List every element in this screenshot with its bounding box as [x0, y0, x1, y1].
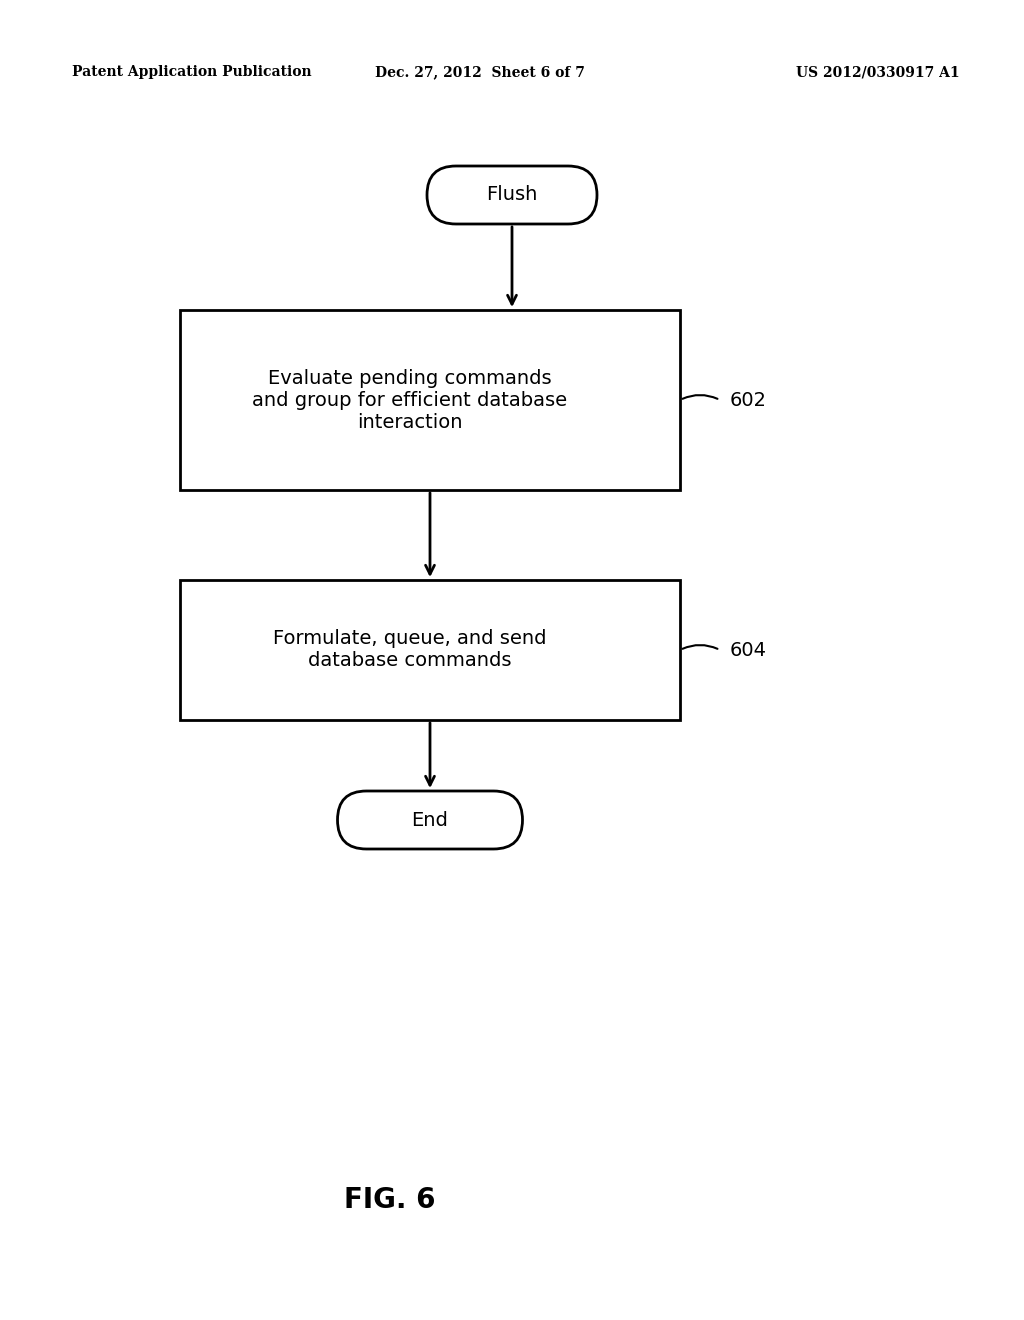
- Bar: [180, 579, 680, 719]
- Text: Patent Application Publication: Patent Application Publication: [72, 65, 311, 79]
- Text: 604: 604: [730, 640, 767, 660]
- Text: Flush: Flush: [486, 186, 538, 205]
- Text: Dec. 27, 2012  Sheet 6 of 7: Dec. 27, 2012 Sheet 6 of 7: [375, 65, 585, 79]
- Text: Evaluate pending commands
and group for efficient database
interaction: Evaluate pending commands and group for …: [253, 368, 567, 432]
- Text: US 2012/0330917 A1: US 2012/0330917 A1: [797, 65, 961, 79]
- Bar: [180, 310, 680, 490]
- Text: Formulate, queue, and send
database commands: Formulate, queue, and send database comm…: [273, 630, 547, 671]
- Text: 602: 602: [730, 391, 767, 409]
- Text: FIG. 6: FIG. 6: [344, 1185, 436, 1214]
- FancyBboxPatch shape: [338, 791, 522, 849]
- FancyBboxPatch shape: [427, 166, 597, 224]
- Text: End: End: [412, 810, 449, 829]
